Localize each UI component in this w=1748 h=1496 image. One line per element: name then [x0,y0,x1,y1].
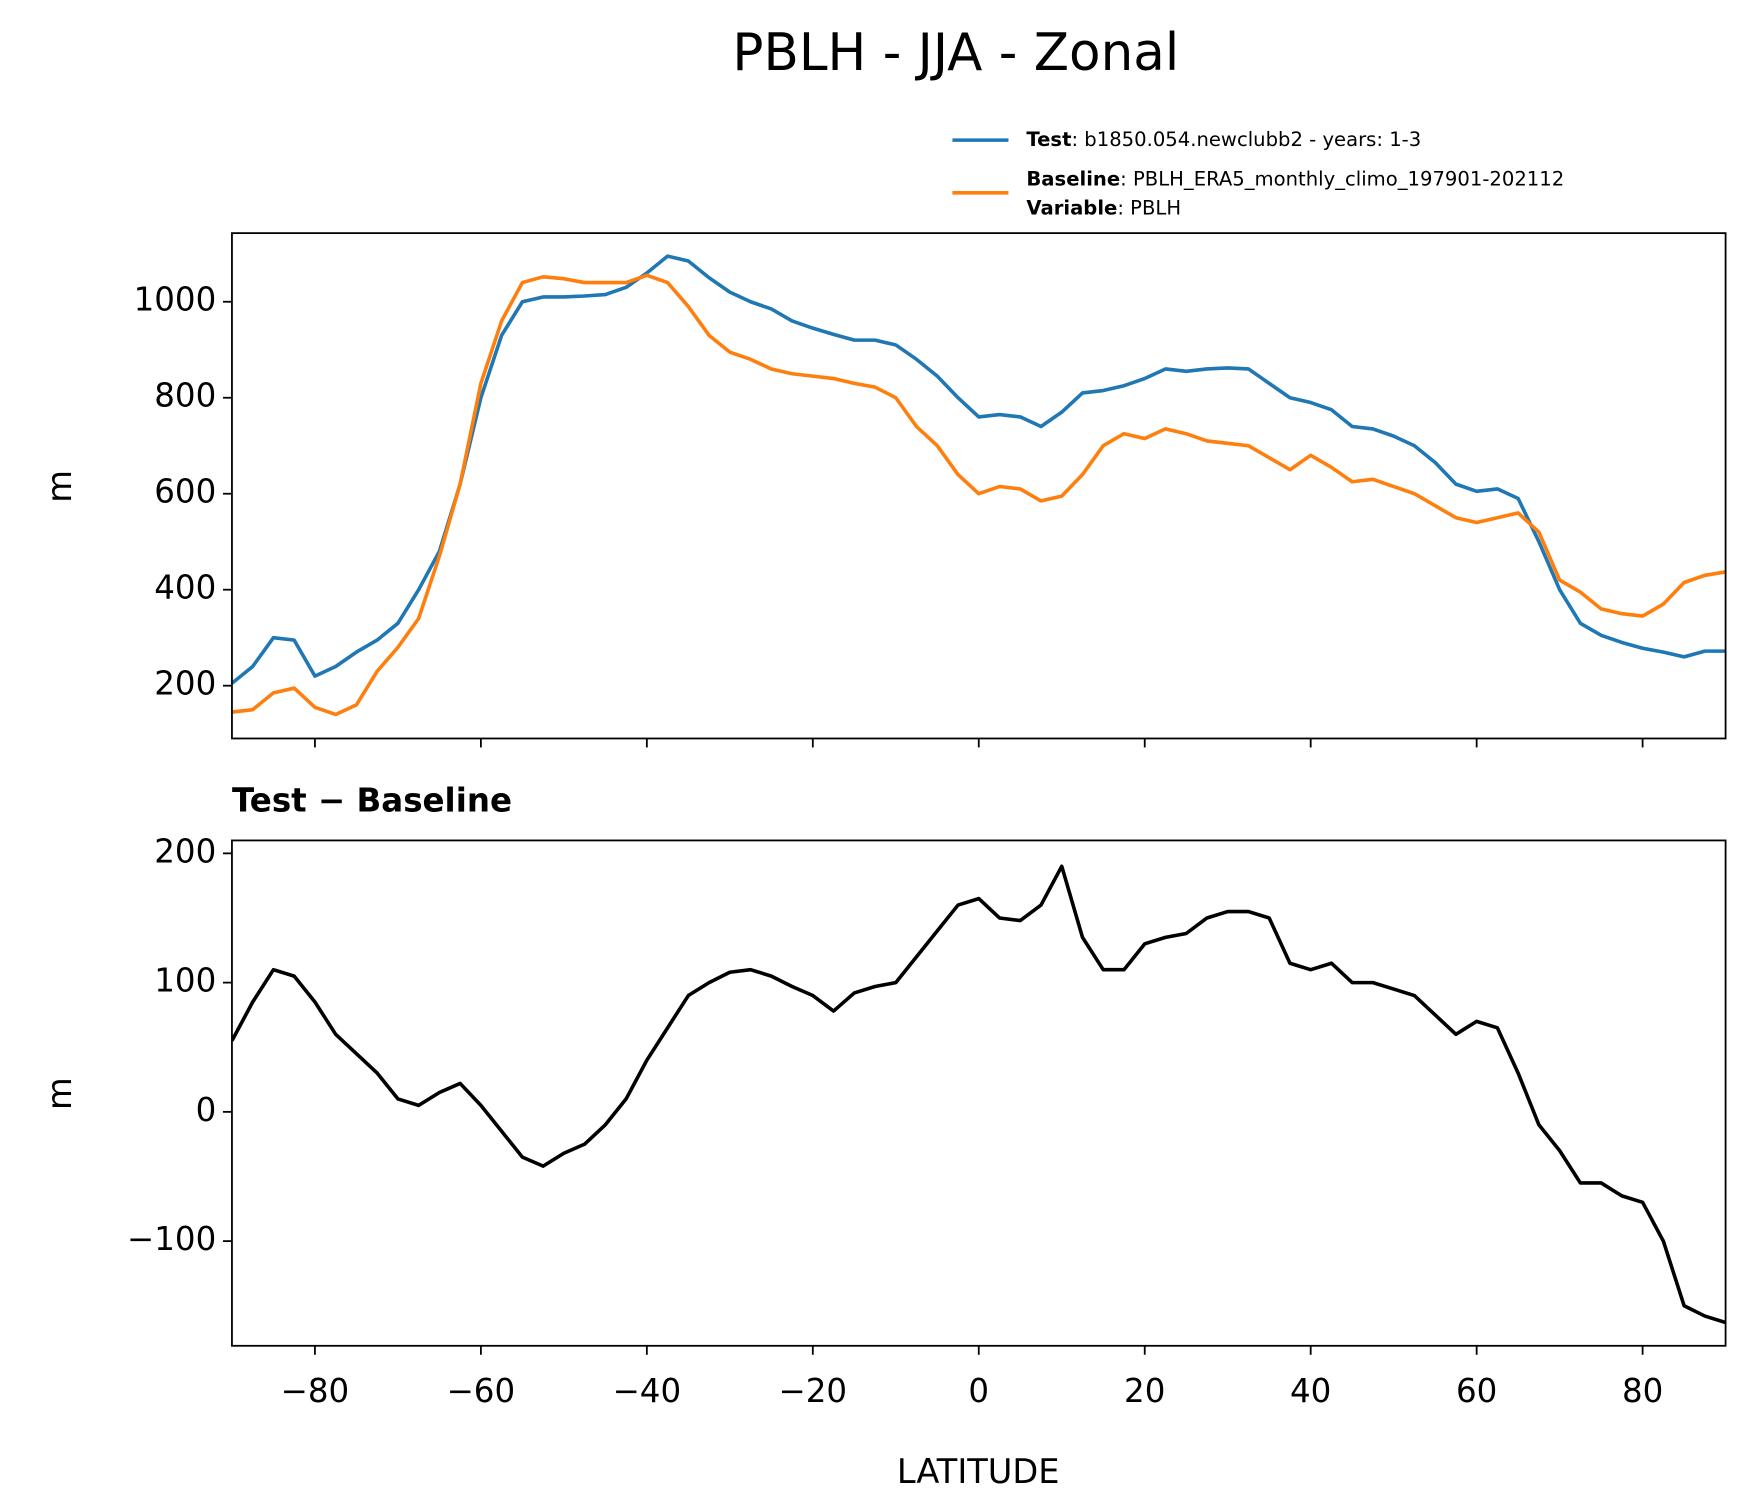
x-tick-label: −60 [447,1372,516,1410]
y-axis-label: m [40,1077,79,1110]
legend-name: Test [1026,128,1071,151]
y-tick-label: 200 [154,665,216,703]
legend-description: : b1850.054.newclubb2 - years: 1-3 [1071,128,1421,151]
y-tick-label: 100 [154,962,216,1000]
plot-area [231,864,1726,1325]
data-line [231,254,1726,685]
axes-frame [231,232,1727,740]
plot-area [231,254,1726,717]
x-axis-label: LATITUDE [897,1452,1060,1491]
x-tick-label: −40 [613,1372,682,1410]
legend-note: Variable: PBLH [1026,196,1181,219]
x-tick-label: 40 [1290,1372,1331,1410]
x-tick-label: 20 [1124,1372,1165,1410]
y-tick-label: 400 [154,569,216,607]
chart-title: PBLH - JJA - Zonal [732,23,1179,83]
legend-entry: Test: b1850.054.newclubb2 - years: 1-3 [1026,128,1421,151]
y-tick-label: 0 [196,1091,217,1129]
subplot-title: Test − Baseline [232,781,512,819]
y-tick-label: −100 [127,1220,216,1258]
y-tick-label: 200 [154,832,216,870]
x-tick-label: −80 [281,1372,350,1410]
x-tick-label: 0 [968,1372,989,1410]
legend-description: : PBLH_ERA5_monthly_climo_197901-202112 [1120,167,1564,190]
y-tick-label: 600 [154,473,216,511]
legend-description: : PBLH [1117,196,1181,219]
axes-frame [231,839,1727,1347]
data-line [231,864,1726,1325]
y-tick-label: 1000 [134,281,217,319]
y-axis-label: m [40,470,79,503]
x-tick-label: 60 [1456,1372,1497,1410]
legend-name: Variable [1026,196,1117,219]
x-tick-label: −20 [779,1372,848,1410]
legend-name: Baseline [1026,167,1120,190]
legend-entry: Baseline: PBLH_ERA5_monthly_climo_197901… [1026,167,1564,190]
data-line [231,273,1726,717]
x-tick-label: 80 [1622,1372,1663,1410]
y-tick-label: 800 [154,377,216,415]
